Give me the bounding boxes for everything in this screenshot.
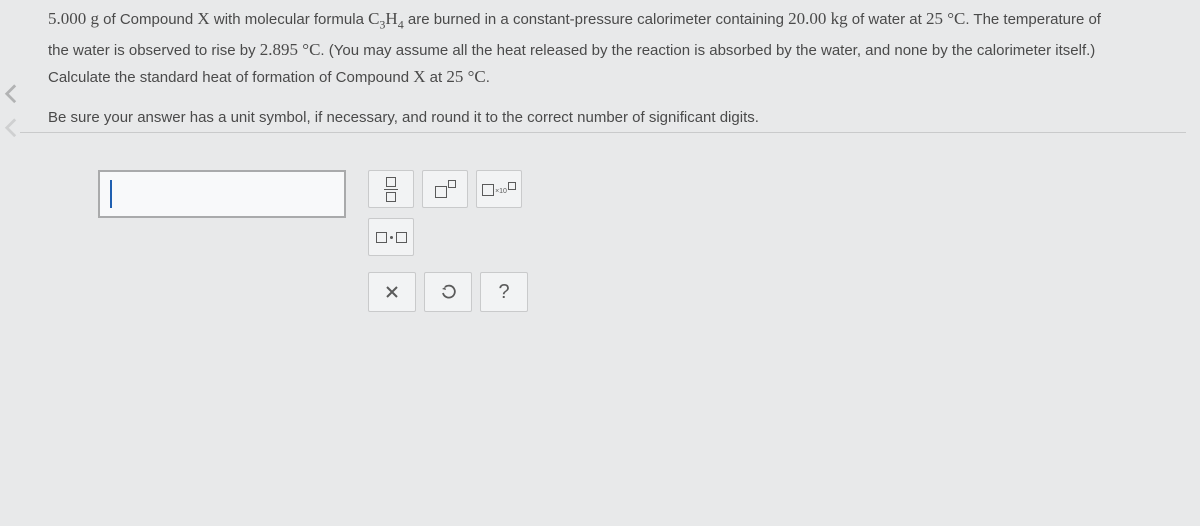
value-delta-t: 2.895 °C [260, 40, 321, 59]
answer-row: ×10 [98, 170, 536, 322]
compound-name: X [197, 9, 209, 28]
left-nav-chevrons [4, 84, 18, 151]
toolbar-row-2 [368, 218, 536, 256]
undo-icon [440, 284, 456, 300]
toolbar-row-3: ? [368, 272, 536, 312]
help-icon: ? [498, 281, 509, 304]
value-water-mass: 20.00 kg [788, 9, 848, 28]
page-root: 5.000 g of Compound X with molecular for… [0, 0, 1200, 526]
scientific-icon: ×10 [482, 182, 516, 196]
answer-input[interactable] [98, 170, 346, 218]
divider [20, 132, 1186, 133]
unit-product-icon [376, 232, 407, 243]
question-line-2: the water is observed to rise by 2.895 °… [48, 37, 1176, 64]
toolbar-row-1: ×10 [368, 170, 536, 208]
unit-product-button[interactable] [368, 218, 414, 256]
question-line-1: 5.000 g of Compound X with molecular for… [48, 6, 1176, 37]
close-icon [385, 285, 399, 299]
undo-button[interactable] [424, 272, 472, 312]
value-temp: 25 °C [926, 9, 965, 28]
value-mass: 5.000 g [48, 9, 99, 28]
text-cursor [110, 180, 112, 208]
exponent-icon [435, 180, 456, 198]
help-button[interactable]: ? [480, 272, 528, 312]
symbol-toolbar: ×10 [368, 170, 536, 322]
chevron-icon [4, 84, 18, 104]
question-line-3: Calculate the standard heat of formation… [48, 64, 1176, 91]
fraction-button[interactable] [368, 170, 414, 208]
fraction-icon [384, 177, 398, 202]
clear-button[interactable] [368, 272, 416, 312]
exponent-button[interactable] [422, 170, 468, 208]
instruction-text: Be sure your answer has a unit symbol, i… [48, 105, 1176, 131]
chevron-icon [4, 118, 18, 138]
formula: C3H4 [368, 9, 404, 28]
question-text: 5.000 g of Compound X with molecular for… [48, 6, 1176, 131]
scientific-notation-button[interactable]: ×10 [476, 170, 522, 208]
